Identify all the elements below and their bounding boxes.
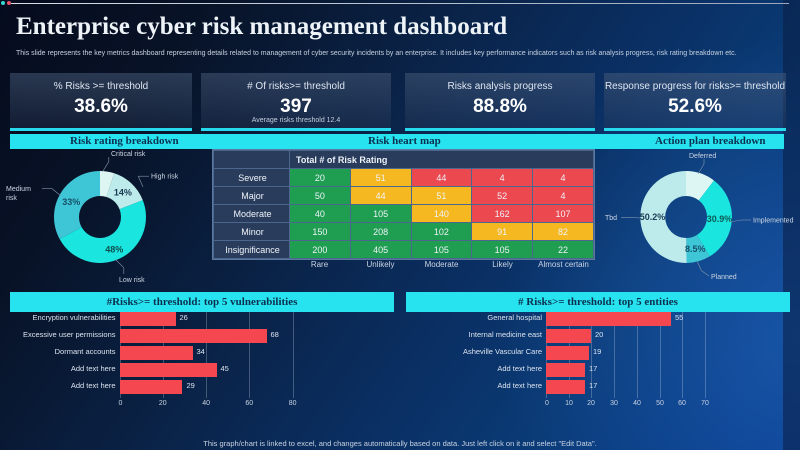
svg-text:Medium: Medium bbox=[6, 186, 31, 193]
svg-text:33%: 33% bbox=[62, 197, 80, 207]
svg-text:50.2%: 50.2% bbox=[640, 212, 666, 222]
svg-text:Implemented: Implemented bbox=[753, 218, 794, 225]
svg-text:Tbd: Tbd bbox=[605, 215, 617, 222]
svg-text:8.5%: 8.5% bbox=[685, 244, 706, 254]
svg-text:Planned: Planned bbox=[711, 274, 737, 281]
svg-text:30.9%: 30.9% bbox=[707, 214, 733, 224]
svg-text:48%: 48% bbox=[105, 244, 123, 254]
svg-text:Critical risk: Critical risk bbox=[111, 151, 146, 158]
svg-text:Deferred: Deferred bbox=[689, 153, 716, 160]
svg-text:14%: 14% bbox=[114, 188, 132, 198]
svg-text:High risk: High risk bbox=[151, 174, 179, 181]
svg-text:Low risk: Low risk bbox=[119, 277, 145, 284]
svg-text:risk: risk bbox=[6, 195, 17, 202]
